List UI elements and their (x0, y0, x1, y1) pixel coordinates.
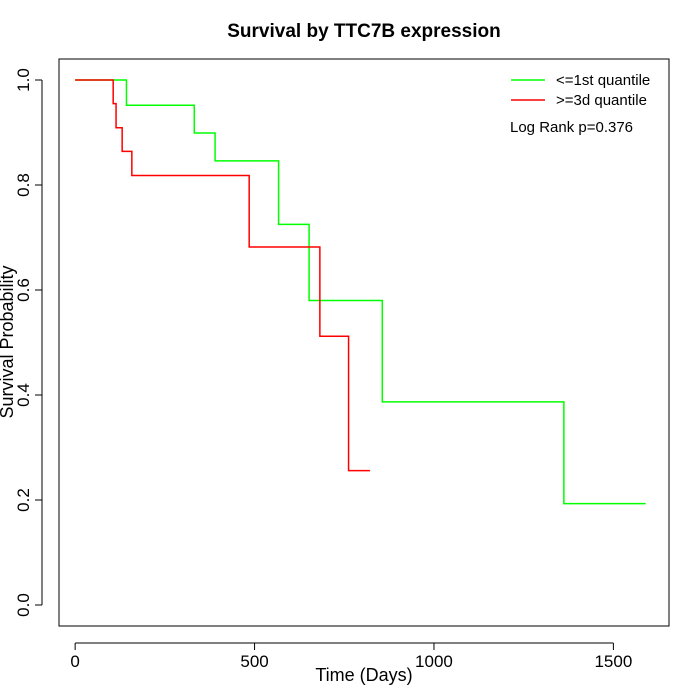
x-tick-label: 1000 (415, 652, 453, 671)
plot-frame (58, 58, 670, 627)
chart-title: Survival by TTC7B expression (227, 21, 501, 42)
x-tick-label: 500 (240, 652, 268, 671)
y-axis: 0.0 0.2 0.4 0.6 0.8 1.0 (14, 68, 43, 617)
survival-curve-1 (75, 79, 371, 472)
survival-curve-0 (75, 79, 646, 505)
legend-label-1: >=3d quantile (556, 92, 647, 109)
series-layer (75, 79, 646, 505)
log-rank-annotation: Log Rank p=0.376 (510, 119, 633, 136)
y-axis-label: Survival Probability (0, 265, 17, 418)
y-tick-label: 0.4 (14, 383, 33, 407)
x-tick-label: 1500 (594, 652, 632, 671)
legend: <=1st quantile >=3d quantile (511, 72, 650, 109)
y-tick-label: 0.0 (14, 593, 33, 617)
y-tick-label: 0.6 (14, 278, 33, 302)
x-axis-label: Time (Days) (315, 665, 412, 685)
y-tick-label: 1.0 (14, 68, 33, 92)
y-tick-label: 0.8 (14, 173, 33, 197)
x-tick-label: 0 (70, 652, 79, 671)
x-axis: 0 500 1000 1500 (70, 642, 632, 671)
y-tick-label: 0.2 (14, 488, 33, 512)
legend-label-0: <=1st quantile (556, 72, 650, 89)
